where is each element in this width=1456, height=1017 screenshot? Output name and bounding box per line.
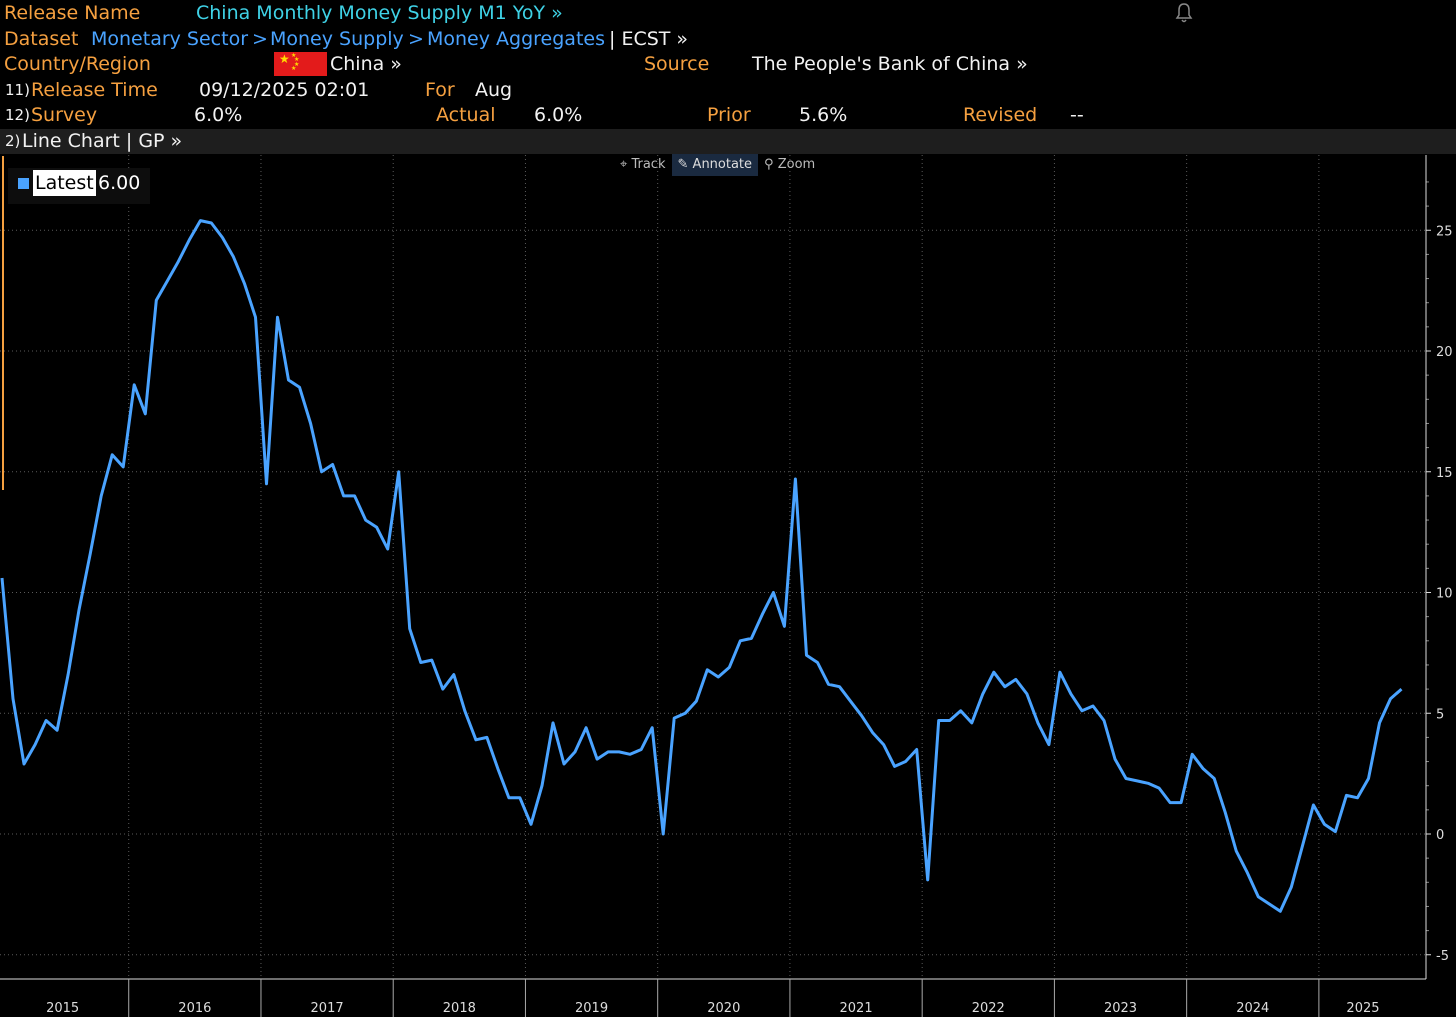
survey-number: 12) [5, 106, 30, 124]
y-tick-label: 20 [1436, 345, 1453, 360]
chart-bar-title[interactable]: Line Chart | GP » [22, 130, 183, 152]
x-tick-label: 2024 [1236, 1001, 1269, 1016]
x-tick-label: 2022 [972, 1001, 1005, 1016]
y-tick-label: 5 [1436, 707, 1444, 722]
x-tick-label: 2016 [178, 1001, 211, 1016]
breadcrumb-separator: > [252, 28, 268, 50]
crosshair-icon: ⌖ [620, 157, 628, 172]
magnifier-icon: ⚲ [764, 157, 774, 172]
release-time-value: 09/12/2025 02:01 [199, 79, 370, 101]
survey-value: 6.0% [194, 104, 243, 126]
x-tick-label: 2021 [840, 1001, 873, 1016]
actual-label: Actual [436, 104, 496, 126]
revised-label: Revised [963, 104, 1038, 126]
x-tick-label: 2018 [443, 1001, 476, 1016]
release-name-label: Release Name [4, 2, 141, 24]
chart-grid [0, 155, 1426, 979]
bell-icon[interactable] [1174, 2, 1194, 24]
y-tick-label: 15 [1436, 466, 1453, 481]
prior-label: Prior [707, 104, 751, 126]
source-link[interactable]: The People's Bank of China » [752, 53, 1028, 75]
chart-legend[interactable]: Latest 6.00 [8, 168, 150, 204]
chart-toolbar: ⌖ Track ✎ Annotate ⚲ Zoom [614, 154, 821, 176]
x-tick-label: 2015 [46, 1001, 79, 1016]
release-time-label[interactable]: Release Time [31, 79, 158, 101]
breadcrumb-separator: > [408, 28, 424, 50]
left-edge-marker [2, 156, 4, 490]
legend-label: Latest [33, 170, 96, 196]
x-tick-label: 2025 [1346, 1001, 1379, 1016]
actual-value: 6.0% [534, 104, 583, 126]
prior-value: 5.6% [799, 104, 848, 126]
release-time-number: 11) [5, 81, 30, 99]
legend-value: 6.00 [98, 172, 141, 194]
for-label: For [425, 79, 455, 101]
zoom-button[interactable]: ⚲ Zoom [764, 157, 816, 172]
y-tick-label: -5 [1436, 949, 1449, 964]
revised-value: -- [1070, 104, 1084, 126]
pencil-icon: ✎ [677, 157, 689, 172]
track-button[interactable]: ⌖ Track [620, 157, 666, 172]
x-tick-label: 2017 [311, 1001, 344, 1016]
x-tick-label: 2023 [1104, 1001, 1137, 1016]
legend-swatch [18, 178, 29, 189]
china-flag-icon: ★ ★ ★ ★ ★ [274, 52, 327, 76]
breadcrumb-money-supply[interactable]: Money Supply [270, 28, 404, 50]
x-tick-label: 2020 [707, 1001, 740, 1016]
for-value: Aug [475, 79, 513, 101]
y-tick-label: 10 [1436, 587, 1453, 602]
y-tick-label: 0 [1436, 828, 1444, 843]
annotate-button[interactable]: ✎ Annotate [671, 154, 759, 176]
country-link[interactable]: China » [330, 53, 402, 75]
x-axis: 2015 2016 2017 2018 2019 2020 2021 2022 2023 2024… [0, 978, 1426, 1017]
y-tick-label: 25 [1436, 224, 1453, 239]
survey-label[interactable]: Survey [31, 104, 98, 126]
breadcrumb-money-aggregates[interactable]: Money Aggregates [427, 28, 605, 50]
y-axis: -5 0 5 10 15 20 25 [1425, 155, 1453, 979]
breadcrumb-monetary-sector[interactable]: Monetary Sector [91, 28, 249, 50]
source-label: Source [644, 53, 710, 75]
x-tick-label: 2019 [575, 1001, 608, 1016]
dataset-ecst-link[interactable]: | ECST » [609, 28, 689, 50]
chart-title-bar: 2) Line Chart | GP » [0, 129, 1456, 154]
release-name-link[interactable]: China Monthly Money Supply M1 YoY » [196, 2, 563, 24]
country-label: Country/Region [4, 53, 151, 75]
series-line-latest [0, 219, 1403, 913]
dataset-label: Dataset [4, 28, 79, 50]
chart-bar-number: 2) [5, 132, 21, 150]
